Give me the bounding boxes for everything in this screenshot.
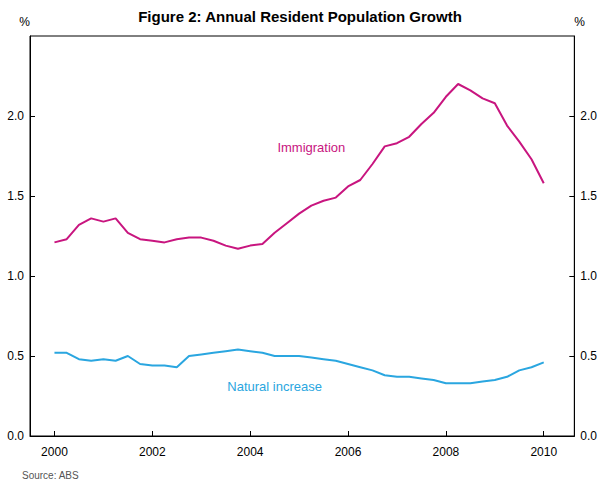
svg-text:2002: 2002 bbox=[139, 445, 166, 459]
svg-text:0.0: 0.0 bbox=[7, 429, 24, 443]
svg-text:0.5: 0.5 bbox=[7, 349, 24, 363]
svg-text:2006: 2006 bbox=[335, 445, 362, 459]
svg-text:Figure 2: Annual Resident Popu: Figure 2: Annual Resident Population Gro… bbox=[138, 8, 462, 25]
svg-text:1.0: 1.0 bbox=[7, 269, 24, 283]
svg-text:1.5: 1.5 bbox=[580, 189, 597, 203]
svg-text:1.0: 1.0 bbox=[580, 269, 597, 283]
svg-text:2004: 2004 bbox=[237, 445, 264, 459]
svg-text:2.0: 2.0 bbox=[7, 109, 24, 123]
svg-text:%: % bbox=[19, 15, 30, 29]
svg-text:2.0: 2.0 bbox=[580, 109, 597, 123]
svg-text:0.0: 0.0 bbox=[580, 429, 597, 443]
svg-text:2010: 2010 bbox=[530, 445, 557, 459]
svg-text:Immigration: Immigration bbox=[277, 140, 345, 155]
svg-text:%: % bbox=[574, 15, 585, 29]
svg-text:1.5: 1.5 bbox=[7, 189, 24, 203]
svg-text:2008: 2008 bbox=[433, 445, 460, 459]
svg-text:Source: ABS: Source: ABS bbox=[22, 470, 79, 481]
svg-text:2000: 2000 bbox=[41, 445, 68, 459]
svg-text:0.5: 0.5 bbox=[580, 349, 597, 363]
svg-text:Natural increase: Natural increase bbox=[227, 379, 322, 394]
